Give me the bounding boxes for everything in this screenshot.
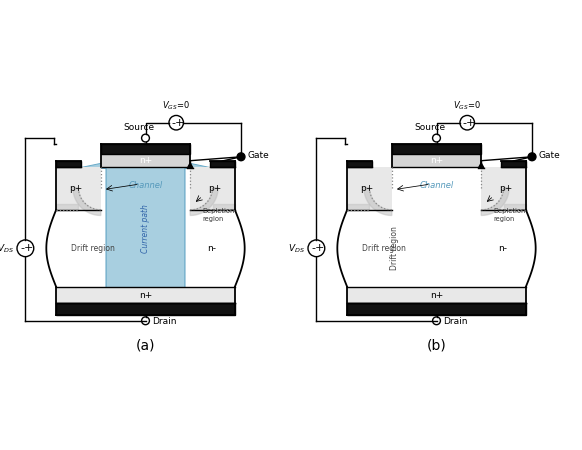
Text: +: + — [24, 243, 33, 253]
FancyArrow shape — [76, 154, 215, 303]
Circle shape — [169, 116, 183, 130]
Text: p+: p+ — [499, 184, 512, 193]
Bar — [392, 154, 481, 166]
Text: Gate: Gate — [538, 151, 560, 160]
Text: n-: n- — [498, 244, 507, 253]
Bar — [101, 154, 190, 166]
Text: n-: n- — [207, 244, 216, 253]
Text: $V_{DS}$: $V_{DS}$ — [0, 242, 13, 255]
Text: Channel: Channel — [129, 181, 162, 190]
Text: n+: n+ — [430, 291, 443, 300]
Text: Source: Source — [414, 123, 445, 132]
Text: Drift region: Drift region — [72, 244, 115, 253]
Circle shape — [237, 153, 245, 161]
Bar — [56, 287, 235, 303]
Bar — [481, 166, 526, 210]
Bar — [347, 166, 392, 210]
Bar — [347, 287, 526, 303]
Circle shape — [528, 153, 536, 161]
Bar — [56, 303, 235, 315]
Bar — [347, 144, 526, 315]
Circle shape — [308, 240, 325, 256]
Polygon shape — [481, 188, 509, 216]
Text: Drain: Drain — [152, 317, 176, 326]
Text: +: + — [175, 118, 184, 128]
Bar — [190, 166, 235, 210]
Polygon shape — [235, 210, 244, 287]
Text: -: - — [311, 243, 315, 253]
Text: Drain: Drain — [443, 317, 467, 326]
Text: n+: n+ — [430, 156, 443, 165]
Text: -: - — [172, 118, 175, 128]
Text: $V_{GS}$=0: $V_{GS}$=0 — [162, 99, 190, 112]
Text: Drift region: Drift region — [363, 244, 406, 253]
Text: p+: p+ — [361, 184, 374, 193]
Polygon shape — [47, 210, 56, 287]
Bar — [347, 161, 372, 166]
Text: p+: p+ — [208, 184, 221, 193]
Text: Depletion
region: Depletion region — [494, 208, 526, 222]
Bar — [347, 303, 526, 315]
Polygon shape — [73, 188, 101, 216]
Text: Gate: Gate — [247, 151, 269, 160]
Bar — [56, 144, 235, 315]
Circle shape — [432, 317, 441, 325]
Polygon shape — [526, 210, 535, 287]
Text: (a): (a) — [136, 338, 155, 352]
Text: -: - — [463, 118, 466, 128]
Bar — [501, 161, 526, 166]
Circle shape — [17, 240, 34, 256]
Text: Depletion
region: Depletion region — [203, 208, 235, 222]
Text: Current path: Current path — [141, 204, 150, 253]
Circle shape — [460, 116, 474, 130]
Text: (b): (b) — [427, 338, 446, 352]
Bar — [392, 144, 481, 154]
Text: n+: n+ — [139, 156, 152, 165]
Text: +: + — [315, 243, 324, 253]
Text: Channel: Channel — [420, 181, 453, 190]
Text: $V_{DS}$: $V_{DS}$ — [288, 242, 304, 255]
Polygon shape — [364, 188, 392, 216]
Bar — [56, 166, 101, 210]
Bar — [210, 161, 235, 166]
Circle shape — [141, 317, 150, 325]
Text: Drift region: Drift region — [390, 226, 399, 270]
Bar — [56, 161, 81, 166]
FancyArrow shape — [76, 154, 215, 303]
Polygon shape — [338, 210, 347, 287]
Text: +: + — [466, 118, 475, 128]
Text: Source: Source — [123, 123, 154, 132]
Circle shape — [141, 134, 150, 142]
Text: $V_{GS}$=0: $V_{GS}$=0 — [453, 99, 481, 112]
Polygon shape — [478, 163, 484, 168]
Text: -: - — [20, 243, 24, 253]
Bar — [101, 144, 190, 154]
Polygon shape — [190, 188, 218, 216]
Text: p+: p+ — [70, 184, 83, 193]
Polygon shape — [187, 163, 193, 168]
Text: n+: n+ — [139, 291, 152, 300]
Circle shape — [432, 134, 441, 142]
